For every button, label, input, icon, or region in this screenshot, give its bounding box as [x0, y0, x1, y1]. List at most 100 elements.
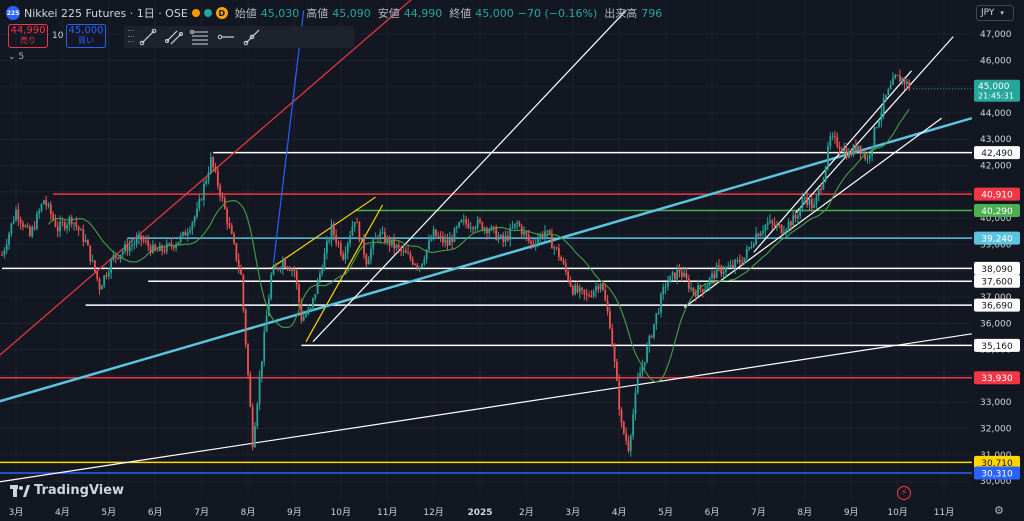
- candle-body: [395, 245, 398, 249]
- price-tick-label: 33,000: [980, 398, 1012, 408]
- price-tick-label: 47,000: [980, 30, 1012, 40]
- price-level-tag: [974, 261, 1020, 275]
- symbol-title[interactable]: Nikkei 225 Futures · 1日 · OSE: [24, 7, 188, 20]
- candle-body: [444, 239, 447, 243]
- candle-body: [574, 285, 577, 295]
- candle-body: [330, 224, 333, 241]
- flash-icon[interactable]: ⚡: [897, 486, 911, 500]
- candle-body: [66, 224, 68, 229]
- delayed-badge: D: [215, 7, 228, 19]
- candle-body: [121, 251, 124, 255]
- candle-body: [694, 293, 697, 297]
- candle-body: [757, 233, 760, 237]
- indicators-collapse-toggle[interactable]: ⌄ 5: [8, 52, 24, 62]
- candle-body: [339, 243, 342, 255]
- candle-body: [344, 253, 347, 260]
- price-level-label: 40,910: [981, 191, 1013, 201]
- candles-layer: [1, 69, 911, 457]
- candle-body: [270, 274, 273, 299]
- candle-body: [655, 313, 658, 324]
- candle-body: [657, 312, 660, 314]
- candle-body: [722, 272, 725, 274]
- chevron-down-icon: ▾: [1000, 9, 1004, 17]
- candle-body: [284, 259, 287, 267]
- candle-body: [103, 275, 106, 286]
- candle-body: [873, 127, 876, 147]
- candle-body: [555, 247, 558, 249]
- parallel-channel-icon[interactable]: [162, 27, 186, 47]
- sell-price: 44,990: [10, 25, 46, 36]
- quantity-field[interactable]: 10: [52, 31, 64, 41]
- candle-body: [599, 283, 602, 290]
- candle-body: [219, 185, 222, 196]
- candle-body: [358, 222, 361, 241]
- price-tick-label: 40,000: [980, 214, 1012, 224]
- candle-body: [235, 243, 238, 260]
- candle-body: [729, 265, 732, 267]
- trendline: [312, 9, 627, 343]
- trend-line-icon[interactable]: [136, 27, 160, 47]
- candle-body: [151, 244, 154, 253]
- price-level-label: 36,690: [981, 302, 1013, 312]
- trendline: [683, 117, 943, 309]
- candle-body: [585, 293, 588, 296]
- buy-button[interactable]: 45,000 買い: [66, 24, 106, 48]
- gear-icon[interactable]: ⚙: [994, 504, 1004, 517]
- candle-body: [780, 224, 783, 234]
- candle-body: [562, 260, 565, 264]
- ray-icon[interactable]: [240, 27, 264, 47]
- candle-body: [277, 267, 280, 270]
- candle-body: [52, 214, 55, 220]
- time-tick-label: 8月: [241, 507, 256, 518]
- drag-handle-icon[interactable]: [128, 30, 134, 44]
- candle-body: [107, 272, 110, 277]
- candle-body: [727, 266, 730, 268]
- candle-body: [8, 233, 10, 245]
- candle-body: [251, 406, 254, 448]
- candle-body: [611, 328, 614, 347]
- symbol-header[interactable]: 225 Nikkei 225 Futures · 1日 · OSE D 始値 45…: [6, 4, 662, 22]
- price-level-label: 35,160: [981, 342, 1013, 352]
- candle-body: [258, 376, 261, 405]
- candle-body: [669, 275, 672, 283]
- candle-body: [905, 81, 908, 84]
- candle-body: [133, 244, 136, 246]
- candle-body: [639, 373, 641, 378]
- candle-body: [131, 244, 133, 246]
- candle-body: [409, 253, 412, 259]
- candle-body: [734, 260, 737, 268]
- candle-body: [627, 440, 630, 451]
- candle-body: [126, 244, 129, 252]
- candle-body: [629, 435, 632, 451]
- candle-body: [743, 257, 746, 264]
- tradingview-logo[interactable]: TradingView: [10, 483, 124, 498]
- candle-body: [713, 273, 716, 279]
- candle-body: [901, 77, 904, 82]
- candle-body: [615, 361, 618, 381]
- candle-body: [525, 231, 528, 236]
- candle-body: [212, 157, 215, 168]
- horizontal-ray-icon[interactable]: [214, 27, 238, 47]
- candle-body: [813, 204, 815, 208]
- candle-body: [367, 259, 370, 265]
- time-tick-label: 4月: [612, 507, 627, 518]
- candle-body: [165, 243, 168, 252]
- candle-body: [261, 361, 263, 377]
- currency-selector[interactable]: JPY ▾: [976, 5, 1014, 21]
- fib-retracement-icon[interactable]: [188, 27, 212, 47]
- candle-body: [244, 309, 247, 345]
- candle-body: [70, 217, 73, 224]
- candle-body: [295, 271, 298, 285]
- candle-body: [748, 247, 751, 250]
- candle-body: [22, 223, 24, 227]
- candle-body: [789, 221, 792, 226]
- candle-body: [841, 148, 843, 152]
- candle-body: [31, 227, 34, 236]
- price-level-label: 33,930: [981, 374, 1013, 384]
- trendlines-layer: [0, 0, 972, 483]
- candle-body: [634, 392, 637, 415]
- candle-body: [360, 237, 363, 241]
- sell-button[interactable]: 44,990 売り: [8, 24, 48, 48]
- candle-body: [207, 172, 210, 181]
